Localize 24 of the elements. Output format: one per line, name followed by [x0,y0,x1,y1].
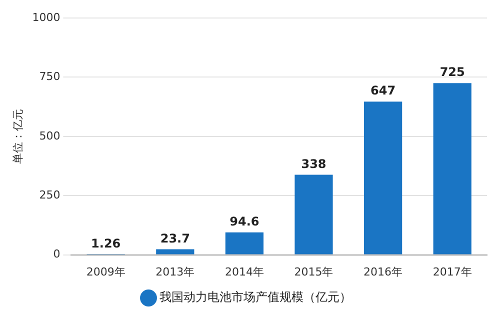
legend-label: 我国动力电池市场产值规模（亿元） [160,290,352,304]
data-label: 23.7 [160,231,190,246]
x-tick-label: 2016年 [364,265,403,278]
y-axis-title: 单位：亿元 [11,108,24,164]
x-tick-label: 2014年 [224,265,264,278]
y-tick-label: 500 [39,129,60,142]
data-label: 647 [370,84,396,98]
bar [433,83,472,254]
x-tick-label: 2013年 [156,265,195,278]
data-label: 338 [301,156,326,171]
y-tick-label: 0 [53,248,60,261]
data-label: 725 [440,65,465,80]
x-tick-label: 2009年 [86,265,126,278]
bar [225,232,264,254]
bar [364,102,402,254]
data-label: 1.26 [91,236,121,251]
bar [156,249,194,254]
x-tick-label: 2015年 [294,265,334,278]
y-tick-label: 250 [39,188,60,202]
y-tick-label: 1000 [32,10,60,24]
y-tick-label: 750 [39,70,60,84]
data-label: 94.6 [230,214,260,229]
x-tick-label: 2017年 [432,265,472,278]
bar [294,174,333,254]
